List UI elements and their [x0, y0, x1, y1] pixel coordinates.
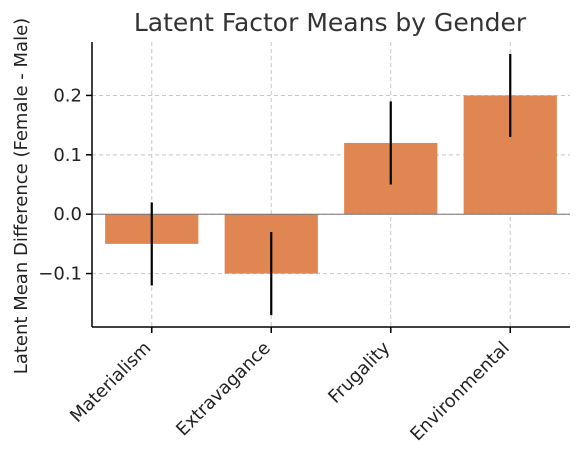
x-tick-label-environmental: Environmental [406, 338, 513, 445]
axis-layer [86, 42, 570, 333]
y-tick-label: −0.1 [38, 264, 82, 285]
y-tick-label: 0.2 [53, 85, 82, 106]
x-tick-label-materialism: Materialism [66, 338, 155, 427]
bar-layer [92, 53, 570, 316]
y-tick-label: 0.0 [53, 204, 82, 225]
x-tick-label-extravagance: Extravagance [172, 338, 275, 441]
chart-title: Latent Factor Means by Gender [134, 8, 527, 37]
x-tick-label-frugality: Frugality [324, 337, 394, 407]
y-tick-label: 0.1 [53, 145, 82, 166]
y-axis-label: Latent Mean Difference (Female - Male) [11, 18, 32, 374]
